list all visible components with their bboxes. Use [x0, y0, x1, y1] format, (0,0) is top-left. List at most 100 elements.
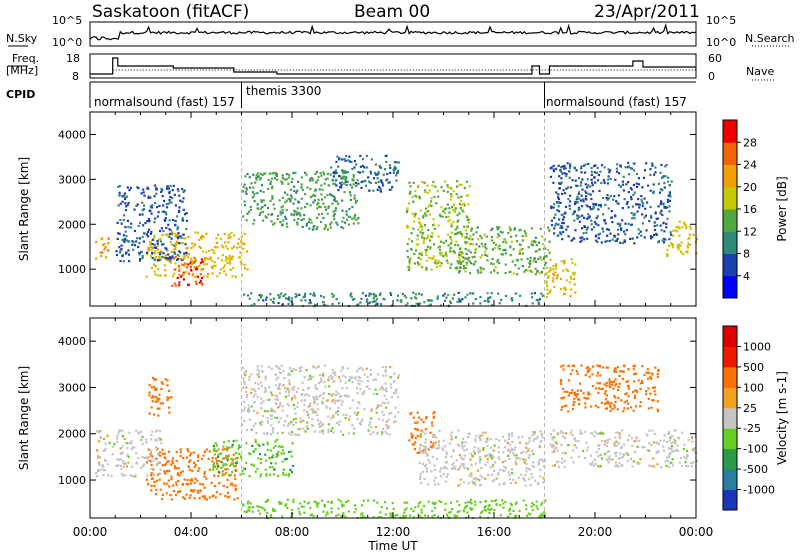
data-point — [650, 215, 653, 218]
data-point — [279, 401, 282, 404]
data-point — [355, 413, 359, 416]
data-point — [333, 199, 336, 202]
scatter-region — [545, 258, 577, 299]
data-point — [330, 292, 334, 295]
data-point — [159, 251, 162, 254]
data-point — [549, 266, 552, 270]
data-point — [131, 465, 134, 468]
data-point — [178, 209, 181, 212]
data-point — [125, 195, 129, 198]
data-point — [616, 408, 619, 411]
data-point — [247, 407, 250, 410]
data-point — [496, 259, 500, 262]
data-point — [179, 448, 182, 451]
data-point — [153, 195, 156, 198]
data-point — [484, 243, 487, 246]
data-point — [153, 484, 156, 488]
data-point — [560, 443, 563, 446]
colorbar-swatch — [723, 186, 737, 210]
data-point — [234, 469, 237, 472]
data-point — [154, 256, 158, 259]
data-point — [549, 175, 553, 178]
data-point — [562, 167, 566, 170]
data-point — [640, 234, 643, 237]
data-point — [403, 501, 406, 504]
data-point — [530, 472, 533, 475]
data-point — [176, 254, 179, 257]
data-point — [281, 460, 284, 463]
data-point — [372, 516, 375, 519]
data-point — [231, 443, 234, 446]
data-point — [211, 248, 214, 251]
data-point — [300, 183, 303, 186]
data-point — [692, 233, 695, 236]
data-point — [318, 374, 322, 377]
data-point — [559, 201, 562, 204]
data-point — [239, 261, 242, 264]
data-point — [264, 388, 267, 391]
data-point — [347, 510, 350, 513]
data-point — [332, 380, 335, 383]
data-point — [538, 241, 541, 244]
data-point — [321, 392, 324, 395]
data-point — [362, 180, 365, 183]
data-point — [573, 166, 576, 169]
data-point — [374, 300, 377, 303]
data-point — [329, 226, 332, 229]
data-point — [273, 468, 276, 471]
data-point — [229, 258, 232, 261]
data-point — [117, 204, 120, 207]
y-tick-label: 4000 — [58, 128, 86, 141]
data-point — [156, 206, 159, 209]
data-point — [104, 460, 107, 463]
data-point — [583, 456, 587, 460]
data-point — [533, 292, 536, 295]
data-point — [540, 503, 543, 506]
data-point — [191, 260, 194, 263]
data-point — [253, 303, 256, 306]
data-point — [597, 448, 600, 451]
data-point — [176, 233, 179, 236]
data-point — [509, 449, 512, 452]
data-point — [568, 207, 572, 210]
colorbar-tick-label: -1000 — [743, 484, 775, 497]
data-point — [359, 366, 362, 370]
data-point — [595, 222, 598, 225]
data-point — [190, 478, 193, 481]
data-point — [647, 372, 650, 375]
data-point — [260, 199, 263, 202]
data-point — [324, 514, 327, 517]
data-point — [396, 513, 399, 517]
data-point — [258, 294, 261, 297]
data-point — [514, 457, 517, 460]
data-point — [564, 286, 567, 289]
data-point — [187, 235, 190, 239]
data-point — [677, 243, 680, 246]
data-point — [291, 177, 294, 180]
y-axis-label: Slant Range [km] — [17, 157, 31, 261]
data-point — [250, 373, 253, 376]
data-point — [536, 249, 539, 252]
data-point — [616, 228, 620, 231]
data-point — [516, 258, 520, 262]
data-point — [458, 510, 461, 513]
data-point — [586, 371, 589, 374]
data-point — [140, 466, 143, 469]
data-point — [617, 183, 620, 186]
colorbar-tick-label: 100 — [743, 381, 764, 394]
data-point — [337, 406, 340, 409]
data-point — [578, 197, 581, 200]
data-point — [214, 442, 217, 445]
data-point — [195, 282, 198, 286]
data-point — [611, 407, 614, 411]
data-point — [220, 244, 224, 247]
data-point — [424, 452, 427, 455]
data-point — [561, 405, 564, 409]
data-point — [461, 298, 464, 301]
data-point — [145, 478, 148, 481]
data-point — [445, 239, 448, 242]
data-point — [465, 261, 468, 264]
data-point — [149, 243, 152, 246]
data-point — [327, 500, 330, 503]
data-point — [181, 217, 184, 220]
